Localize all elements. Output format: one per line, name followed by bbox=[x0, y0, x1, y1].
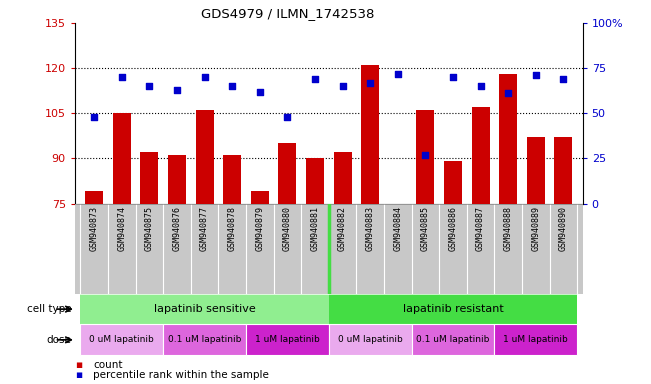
Text: percentile rank within the sample: percentile rank within the sample bbox=[93, 370, 269, 380]
Text: GSM940888: GSM940888 bbox=[504, 206, 512, 251]
Bar bbox=[85, 192, 103, 204]
Bar bbox=[411, 324, 494, 355]
Text: GSM940877: GSM940877 bbox=[200, 206, 209, 251]
Point bbox=[117, 74, 127, 80]
Bar bbox=[246, 324, 329, 355]
Bar bbox=[168, 156, 186, 204]
Text: GSM940887: GSM940887 bbox=[476, 206, 485, 251]
Point bbox=[282, 114, 292, 120]
Text: lapatinib sensitive: lapatinib sensitive bbox=[154, 304, 255, 314]
Text: 0 uM lapatinib: 0 uM lapatinib bbox=[89, 335, 154, 344]
Text: GSM940883: GSM940883 bbox=[366, 206, 374, 251]
Text: 0.1 uM lapatinib: 0.1 uM lapatinib bbox=[168, 335, 242, 344]
Text: GSM940886: GSM940886 bbox=[449, 206, 458, 251]
Point bbox=[365, 79, 376, 86]
Point bbox=[420, 152, 430, 158]
Bar bbox=[223, 156, 241, 204]
Point bbox=[337, 83, 348, 89]
Text: GSM940878: GSM940878 bbox=[228, 206, 237, 251]
Text: GSM940875: GSM940875 bbox=[145, 206, 154, 251]
Bar bbox=[75, 204, 583, 294]
Text: 1 uM lapatinib: 1 uM lapatinib bbox=[503, 335, 568, 344]
Text: 0.1 uM lapatinib: 0.1 uM lapatinib bbox=[416, 335, 490, 344]
Text: cell type: cell type bbox=[27, 304, 72, 314]
Point bbox=[144, 83, 154, 89]
Point bbox=[89, 114, 100, 120]
Point bbox=[393, 71, 403, 77]
Bar bbox=[113, 113, 131, 204]
Point bbox=[199, 74, 210, 80]
Text: 0 uM lapatinib: 0 uM lapatinib bbox=[338, 335, 402, 344]
Bar bbox=[163, 324, 246, 355]
Bar bbox=[251, 192, 269, 204]
Text: dose: dose bbox=[47, 335, 72, 345]
Bar bbox=[80, 324, 163, 355]
Title: GDS4979 / ILMN_1742538: GDS4979 / ILMN_1742538 bbox=[201, 7, 375, 20]
Text: GSM940889: GSM940889 bbox=[531, 206, 540, 251]
Bar bbox=[329, 294, 577, 324]
Bar bbox=[555, 137, 572, 204]
Bar bbox=[527, 137, 545, 204]
Text: GSM940876: GSM940876 bbox=[173, 206, 182, 251]
Point bbox=[531, 72, 541, 78]
Point bbox=[503, 90, 514, 96]
Point bbox=[448, 74, 458, 80]
Text: lapatinib resistant: lapatinib resistant bbox=[402, 304, 503, 314]
Bar bbox=[471, 107, 490, 204]
Text: GSM940885: GSM940885 bbox=[421, 206, 430, 251]
Text: GSM940884: GSM940884 bbox=[393, 206, 402, 251]
Bar bbox=[499, 74, 517, 204]
Point bbox=[310, 76, 320, 82]
Text: 1 uM lapatinib: 1 uM lapatinib bbox=[255, 335, 320, 344]
Bar bbox=[417, 110, 434, 204]
Bar bbox=[279, 143, 296, 204]
Bar bbox=[333, 152, 352, 204]
Text: ◾: ◾ bbox=[75, 360, 82, 370]
Text: GSM940873: GSM940873 bbox=[90, 206, 99, 251]
Bar bbox=[444, 161, 462, 204]
Text: GSM940879: GSM940879 bbox=[255, 206, 264, 251]
Text: GSM940882: GSM940882 bbox=[338, 206, 347, 251]
Text: GSM940881: GSM940881 bbox=[311, 206, 320, 251]
Text: count: count bbox=[93, 360, 122, 370]
Point bbox=[227, 83, 238, 89]
Text: GSM940890: GSM940890 bbox=[559, 206, 568, 251]
Text: ◾: ◾ bbox=[75, 370, 82, 380]
Point bbox=[475, 83, 486, 89]
Bar bbox=[80, 294, 329, 324]
Bar bbox=[306, 159, 324, 204]
Text: GSM940880: GSM940880 bbox=[283, 206, 292, 251]
Point bbox=[255, 89, 265, 95]
Bar bbox=[195, 110, 214, 204]
Text: GSM940874: GSM940874 bbox=[117, 206, 126, 251]
Bar bbox=[361, 65, 379, 204]
Point bbox=[172, 87, 182, 93]
Bar bbox=[141, 152, 158, 204]
Point bbox=[558, 76, 568, 82]
Bar bbox=[329, 324, 411, 355]
Bar bbox=[494, 324, 577, 355]
